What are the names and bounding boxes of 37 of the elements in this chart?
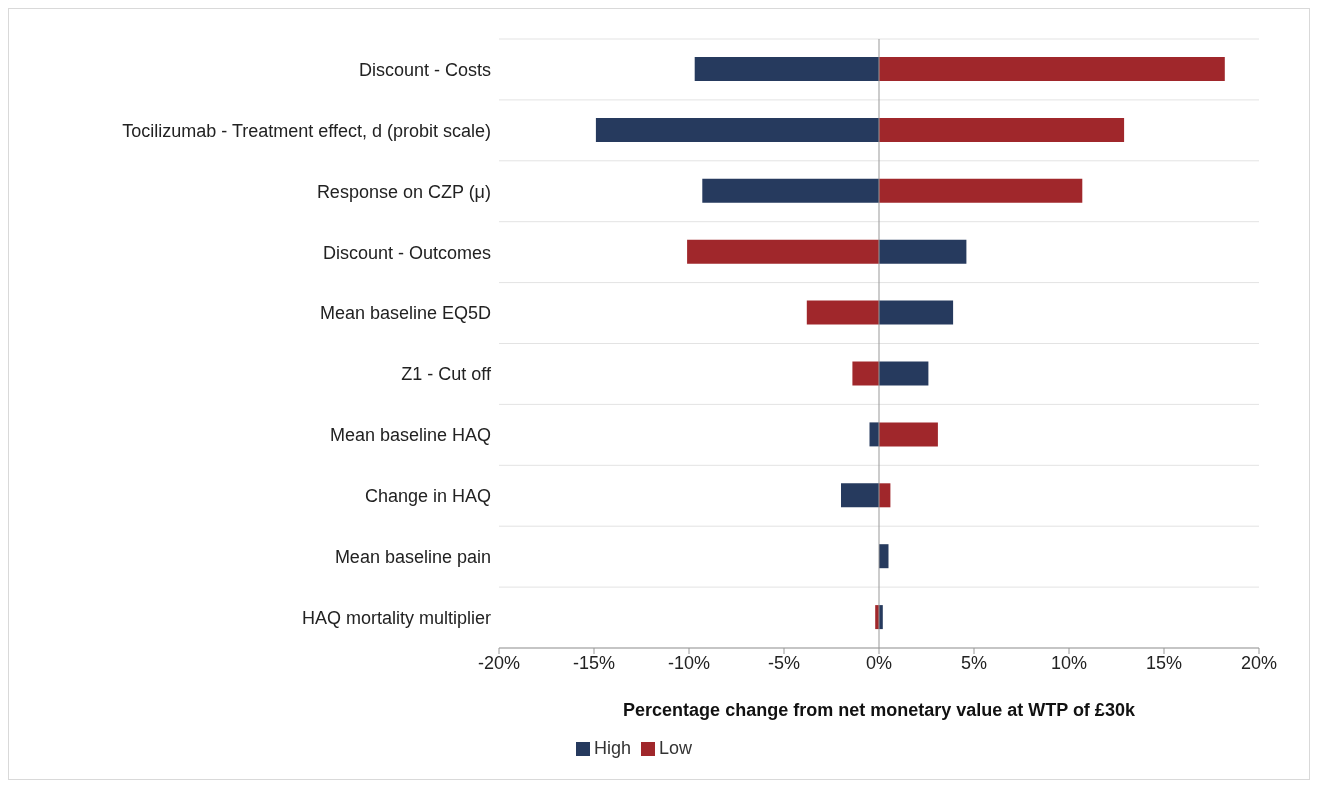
legend-label: High [593,738,631,758]
y-tick-label: HAQ mortality multiplier [301,607,491,628]
x-tick-label: 20% [1240,652,1278,673]
y-tick-label: Change in HAQ [364,486,491,507]
bar [852,361,879,386]
bar [879,544,889,569]
bar [702,178,879,203]
bar [879,178,1083,203]
bar [879,239,967,264]
y-tick-label: Mean baseline HAQ [329,425,491,446]
x-tick-label: -15% [572,652,616,673]
bar [595,117,879,142]
x-tick-label: 0% [865,652,893,673]
bar [841,483,879,508]
bar [694,57,879,81]
bar [806,300,879,325]
y-tick-label: Z1 - Cut off [401,364,492,385]
x-tick-label: 10% [1050,652,1088,673]
bar [879,300,954,325]
y-tick-label: Mean baseline EQ5D [319,303,491,324]
bar [687,239,879,264]
x-tick-label: -20% [477,652,521,673]
y-tick-label: Discount - Costs [358,59,491,80]
y-tick-label: Discount - Outcomes [322,242,491,263]
x-axis-title: Percentage change from net monetary value at WTP of £30k [623,700,1136,720]
y-tick-label: Mean baseline pain [334,547,491,568]
x-tick-label: -5% [767,652,801,673]
bar [879,117,1125,142]
legend-label: Low [659,738,693,758]
y-tick-label: Response on CZP (μ) [316,181,491,202]
y-tick-label: Tocilizumab - Treatment effect, d (probit scale) [122,120,491,141]
bar [879,361,929,386]
x-tick-label: -10% [667,652,711,673]
x-tick-label: 15% [1145,652,1183,673]
bar [879,57,1225,81]
x-tick-label: 5% [960,652,988,673]
bar [879,422,938,447]
